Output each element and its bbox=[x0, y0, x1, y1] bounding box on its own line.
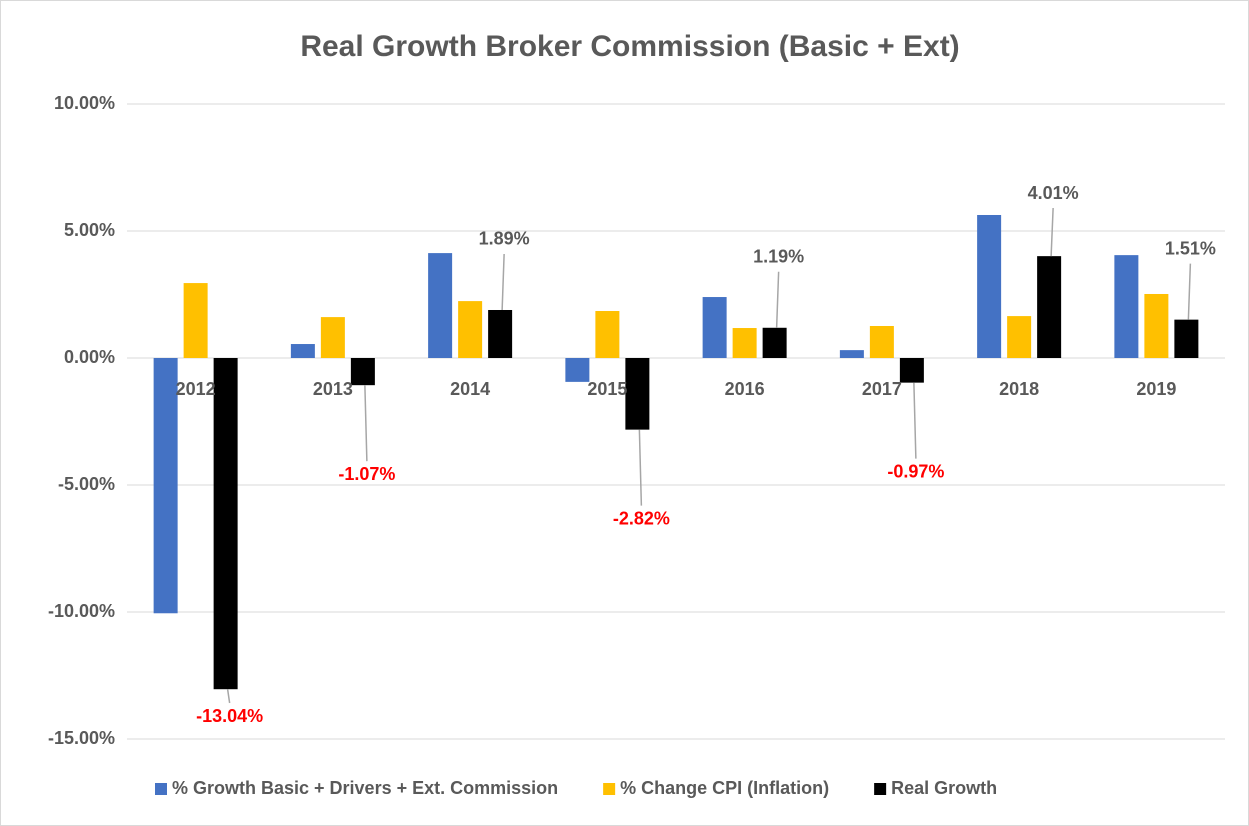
bar bbox=[762, 327, 787, 358]
x-tick-label: 2014 bbox=[450, 379, 490, 399]
leader-line bbox=[775, 271, 780, 328]
data-label: -0.97% bbox=[887, 461, 944, 481]
x-tick-label: 2018 bbox=[999, 379, 1039, 399]
legend-swatch bbox=[155, 783, 167, 795]
bar bbox=[702, 297, 727, 358]
bar bbox=[899, 358, 924, 383]
leader-line bbox=[638, 429, 643, 506]
legend-swatch bbox=[874, 783, 887, 795]
bar bbox=[290, 344, 315, 358]
legend-label: % Change CPI (Inflation) bbox=[620, 778, 829, 798]
x-tick-label: 2016 bbox=[725, 379, 765, 399]
leader-line bbox=[1187, 263, 1192, 320]
leader-line bbox=[364, 385, 368, 462]
leader-line bbox=[913, 382, 917, 459]
bar bbox=[839, 350, 864, 358]
bar bbox=[213, 358, 238, 690]
data-label: 1.19% bbox=[753, 247, 804, 267]
data-label: -13.04% bbox=[196, 706, 263, 726]
x-tick-label: 2012 bbox=[176, 379, 216, 399]
data-label: 1.51% bbox=[1165, 238, 1216, 258]
y-tick-label: -5.00% bbox=[58, 474, 115, 494]
x-tick-label: 2019 bbox=[1136, 379, 1176, 399]
bar bbox=[183, 283, 208, 358]
bar bbox=[1114, 255, 1139, 358]
data-label: 4.01% bbox=[1028, 183, 1079, 203]
bar bbox=[595, 311, 620, 358]
x-tick-label: 2017 bbox=[862, 379, 902, 399]
bar bbox=[1007, 316, 1032, 358]
x-tick-label: 2013 bbox=[313, 379, 353, 399]
bar bbox=[625, 358, 650, 430]
legend-swatch bbox=[603, 783, 616, 795]
data-label: -2.82% bbox=[613, 508, 670, 528]
bar bbox=[458, 301, 483, 358]
y-tick-label: -10.00% bbox=[48, 601, 115, 621]
legend-label: Real Growth bbox=[891, 778, 997, 798]
bar bbox=[565, 358, 590, 382]
y-tick-label: 10.00% bbox=[54, 93, 115, 113]
bar bbox=[488, 309, 513, 358]
bar bbox=[1144, 293, 1169, 358]
bar bbox=[1037, 256, 1062, 358]
bar bbox=[977, 214, 1002, 358]
legend-label: % Growth Basic + Drivers + Ext. Commissi… bbox=[172, 778, 558, 798]
bar bbox=[732, 328, 757, 358]
x-tick-label: 2015 bbox=[587, 379, 627, 399]
chart-title: Real Growth Broker Commission (Basic + E… bbox=[300, 30, 959, 63]
bar bbox=[350, 358, 375, 386]
bar bbox=[320, 317, 345, 358]
y-tick-label: -15.00% bbox=[48, 728, 115, 748]
data-label: -1.07% bbox=[338, 464, 395, 484]
leader-line bbox=[1050, 207, 1054, 257]
bar bbox=[428, 253, 453, 358]
y-tick-label: 5.00% bbox=[64, 220, 115, 240]
bar bbox=[153, 358, 178, 614]
leader-line bbox=[501, 253, 505, 311]
leader-line bbox=[226, 689, 231, 704]
bar bbox=[869, 325, 894, 358]
bar bbox=[1174, 319, 1199, 358]
data-label: 1.89% bbox=[479, 229, 530, 249]
y-tick-label: 0.00% bbox=[64, 347, 115, 367]
